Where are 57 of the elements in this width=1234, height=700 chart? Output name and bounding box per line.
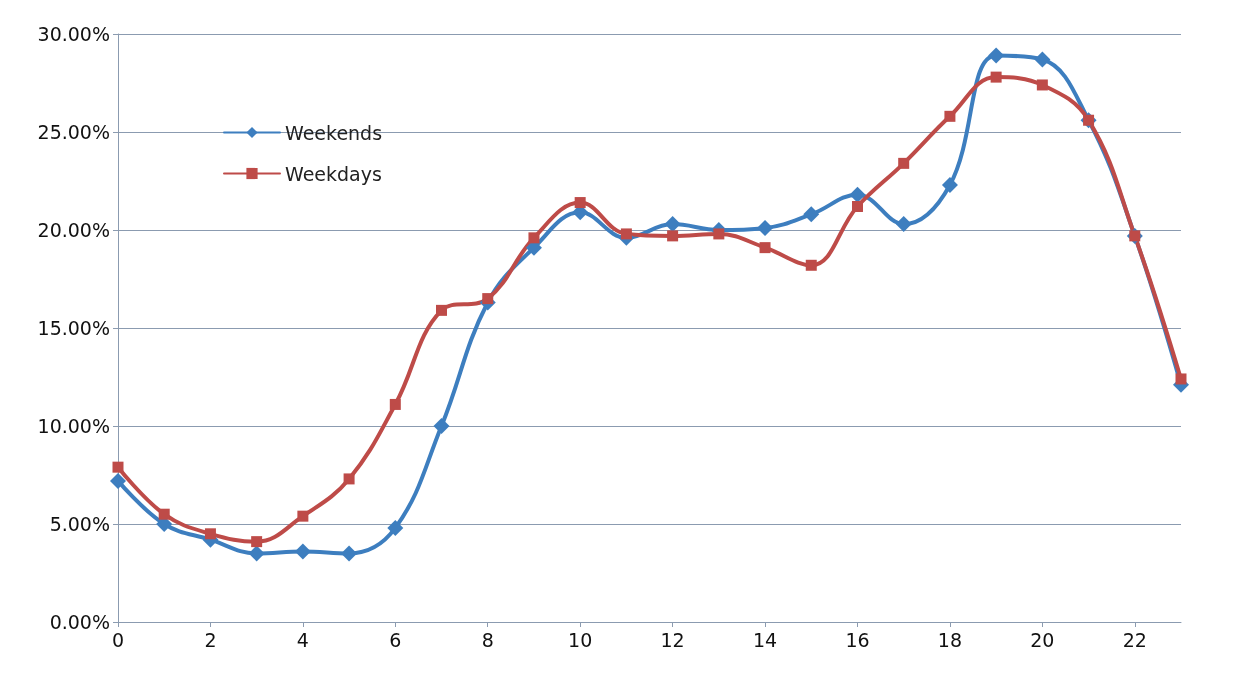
point <box>895 216 912 233</box>
point <box>944 110 956 122</box>
point <box>713 228 725 240</box>
point <box>482 293 494 305</box>
point <box>251 536 263 548</box>
y-tick-label: 25.00% <box>37 121 110 143</box>
point <box>757 220 774 237</box>
point <box>433 418 450 434</box>
x-tick-label: 6 <box>389 628 402 651</box>
point <box>990 71 1002 83</box>
legend-label: Weekends <box>285 121 383 144</box>
x-tick-label: 4 <box>296 628 309 651</box>
x-tick-label: 10 <box>568 628 593 651</box>
y-tick-label: 20.00% <box>37 219 110 241</box>
point <box>620 228 632 240</box>
point <box>387 519 404 536</box>
x-tick-label: 14 <box>752 628 778 651</box>
point <box>1036 79 1048 91</box>
y-tick-label: 5.00% <box>49 513 110 535</box>
point <box>204 528 216 540</box>
point <box>574 197 586 209</box>
y-tick-label: 0.00% <box>49 611 110 633</box>
x-tick-label: 0 <box>111 628 125 651</box>
point <box>528 232 540 244</box>
point <box>294 543 311 560</box>
point <box>341 545 358 562</box>
point <box>110 472 126 489</box>
point <box>112 461 124 473</box>
y-tick-label: 30.00% <box>37 23 110 45</box>
x-tick-label: 12 <box>660 628 685 651</box>
legend-label: Weekdays <box>285 162 382 185</box>
point <box>759 242 771 254</box>
point <box>158 508 170 520</box>
point <box>248 545 265 562</box>
point <box>803 206 820 223</box>
point <box>297 510 309 522</box>
point <box>805 259 817 271</box>
point <box>664 216 681 233</box>
x-tick-label: 2 <box>204 628 217 651</box>
y-tick-label: 15.00% <box>37 317 110 339</box>
x-tick-label: 8 <box>481 628 494 651</box>
point <box>389 398 401 410</box>
point <box>941 176 958 193</box>
point <box>1034 51 1051 68</box>
x-tick-label: 22 <box>1122 628 1147 651</box>
x-tick-label: 20 <box>1030 628 1055 651</box>
point <box>343 473 355 485</box>
point <box>667 230 679 242</box>
y-tick-label: 10.00% <box>37 415 110 437</box>
point <box>849 186 866 203</box>
x-tick-label: 18 <box>937 628 963 651</box>
point <box>851 200 863 212</box>
point <box>1175 373 1187 385</box>
point <box>898 157 910 169</box>
point <box>988 47 1005 64</box>
x-tick-label: 16 <box>845 628 870 651</box>
point <box>436 304 448 316</box>
